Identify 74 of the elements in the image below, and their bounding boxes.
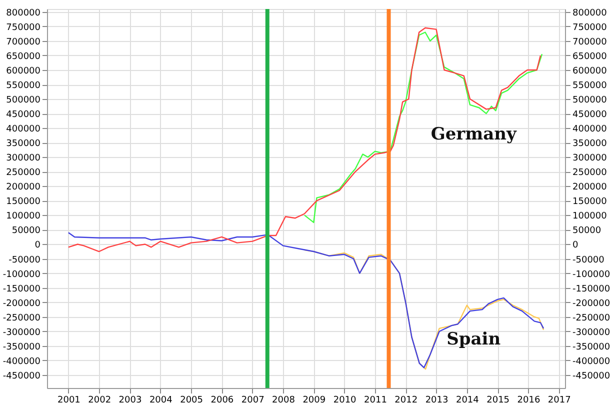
y2-tick-label: 750000 — [572, 22, 608, 33]
x-tick-label: 2014 — [456, 396, 480, 406]
y-tick-label: -450000 — [2, 371, 41, 382]
y-tick-label: 700000 — [6, 37, 41, 48]
y-tick-label: -300000 — [2, 328, 41, 338]
y2-tick-label: 200000 — [572, 182, 608, 193]
y2-tick-label: 250000 — [572, 168, 608, 178]
y-tick-label: 750000 — [6, 22, 41, 33]
y2-tick-label: 300000 — [572, 154, 608, 164]
y2-tick-label: -150000 — [572, 284, 610, 294]
y-tick-label: 800000 — [6, 8, 41, 18]
x-tick-label: 2003 — [118, 396, 142, 406]
line-series — [68, 232, 544, 368]
y2-tick-label: -450000 — [572, 371, 610, 382]
x-tick-label: 2004 — [149, 396, 173, 406]
y-tick-label: 350000 — [6, 139, 41, 150]
y-tick-label: 0 — [34, 240, 41, 251]
y-tick-label: -50000 — [8, 255, 41, 266]
x-tick-label: 2012 — [394, 396, 418, 406]
x-tick-label: 2017 — [548, 396, 571, 406]
annotation: Germany — [430, 124, 518, 144]
y2-tick-label: 350000 — [572, 139, 608, 150]
y-tick-label: 100000 — [6, 212, 41, 222]
x-tick-label: 2016 — [517, 396, 540, 406]
y-tick-label: 450000 — [6, 110, 41, 120]
x-tick-label: 2009 — [302, 396, 326, 406]
y2-tick-label: 0 — [572, 240, 578, 251]
y-tick-label: 200000 — [6, 182, 41, 193]
y-tick-label: 650000 — [6, 52, 41, 62]
y2-tick-label: 700000 — [572, 37, 608, 48]
y2-tick-label: 650000 — [572, 52, 608, 62]
line-series — [68, 27, 542, 252]
y2-tick-label: -300000 — [572, 328, 610, 338]
y-tick-label: -200000 — [2, 298, 41, 309]
y-tick-label: 400000 — [6, 124, 41, 135]
x-tick-label: 2013 — [425, 396, 448, 406]
y2-tick-label: 600000 — [572, 66, 608, 76]
x-tick-label: 2006 — [210, 396, 234, 406]
y2-tick-label: 400000 — [572, 124, 608, 135]
x-tick-label: 2005 — [180, 396, 204, 406]
y2-tick-label: -100000 — [572, 270, 610, 280]
y-tick-label: 600000 — [6, 66, 41, 76]
annotation: Spain — [446, 330, 501, 350]
x-tick-label: 2008 — [272, 396, 296, 406]
y2-tick-label: 500000 — [572, 96, 608, 106]
y2-tick-label: 800000 — [572, 8, 608, 18]
line-series — [304, 32, 543, 224]
y-tick-label: 150000 — [6, 197, 41, 208]
y2-tick-label: 550000 — [572, 81, 608, 92]
y-tick-label: -350000 — [2, 342, 41, 352]
y2-tick-label: -350000 — [572, 342, 610, 352]
y2-tick-label: 150000 — [572, 197, 608, 208]
y2-tick-label: -200000 — [572, 298, 610, 309]
x-tick-label: 2001 — [58, 396, 80, 406]
y-tick-label: 550000 — [6, 81, 41, 92]
x-tick-label: 2010 — [333, 396, 357, 406]
y-tick-label: -400000 — [2, 356, 41, 367]
y-tick-label: 50000 — [12, 226, 41, 236]
x-tick-label: 2007 — [241, 396, 264, 406]
x-tick-label: 2015 — [486, 396, 510, 406]
y-tick-label: -100000 — [2, 270, 41, 280]
y-tick-label: -150000 — [2, 284, 41, 294]
y2-tick-label: 50000 — [572, 226, 602, 236]
y2-tick-label: -50000 — [572, 255, 605, 266]
y-tick-label: 300000 — [6, 154, 41, 164]
x-tick-label: 2011 — [364, 396, 387, 406]
y2-tick-label: 450000 — [572, 110, 608, 120]
y-tick-label: 500000 — [6, 96, 41, 106]
y2-tick-label: 100000 — [572, 212, 608, 222]
y2-tick-label: -400000 — [572, 356, 610, 367]
x-tick-label: 2002 — [88, 396, 112, 406]
y2-tick-label: -250000 — [572, 313, 610, 324]
y-tick-label: 250000 — [6, 168, 41, 178]
y-tick-label: -250000 — [2, 313, 41, 324]
